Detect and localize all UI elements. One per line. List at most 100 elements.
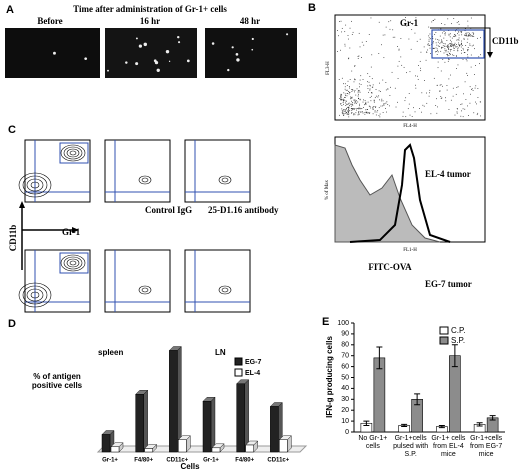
- contour: [63, 146, 83, 160]
- point: [379, 116, 381, 118]
- point: [460, 31, 462, 33]
- spot: [125, 61, 128, 64]
- contour: [63, 256, 83, 270]
- point: [341, 27, 343, 29]
- point: [403, 23, 405, 25]
- point: [359, 79, 361, 81]
- point: [450, 46, 452, 47]
- point: [455, 30, 456, 32]
- legend-swatch: [439, 326, 449, 335]
- point: [356, 88, 358, 90]
- bar: [211, 447, 221, 453]
- point: [402, 115, 404, 117]
- contour: [69, 260, 77, 266]
- point: [351, 34, 353, 35]
- point: [450, 50, 451, 52]
- point: [343, 83, 344, 85]
- point: [466, 41, 468, 43]
- point: [371, 86, 373, 88]
- point: [357, 95, 359, 97]
- point: [467, 49, 468, 51]
- point: [373, 106, 375, 107]
- point: [342, 102, 344, 103]
- point: [340, 49, 341, 51]
- point: [389, 28, 391, 30]
- y-tick-label: 20: [341, 407, 349, 414]
- point: [453, 18, 455, 19]
- point: [467, 56, 469, 58]
- point: [354, 101, 356, 103]
- point: [367, 73, 369, 75]
- contour: [66, 258, 80, 268]
- point: [358, 32, 360, 34]
- point: [362, 79, 364, 80]
- point: [421, 111, 422, 113]
- point: [419, 60, 421, 62]
- point: [460, 103, 462, 105]
- point: [480, 37, 481, 39]
- point: [471, 88, 473, 90]
- point: [406, 25, 408, 27]
- point: [398, 49, 400, 51]
- bar: [270, 406, 279, 453]
- point: [379, 82, 380, 84]
- arrowhead: [19, 201, 79, 233]
- point: [352, 108, 354, 110]
- point: [406, 72, 407, 74]
- legend-label: C.P.: [451, 326, 466, 335]
- point: [480, 101, 482, 103]
- point: [444, 34, 446, 36]
- point: [437, 41, 439, 43]
- point: [470, 93, 471, 95]
- point: [346, 85, 348, 86]
- point: [343, 103, 344, 105]
- point: [357, 114, 359, 116]
- point: [394, 87, 396, 89]
- point: [359, 46, 361, 48]
- point: [354, 78, 355, 80]
- point: [352, 102, 354, 103]
- x-tick-label: CD11c+: [166, 458, 188, 464]
- contour: [69, 150, 77, 156]
- point: [467, 25, 469, 27]
- point: [459, 44, 461, 46]
- bar: [449, 355, 461, 433]
- point: [429, 33, 431, 35]
- point: [455, 46, 457, 48]
- point: [361, 108, 363, 109]
- point: [434, 34, 436, 35]
- point: [357, 90, 359, 92]
- point: [475, 65, 476, 67]
- point: [362, 106, 364, 108]
- point: [340, 95, 342, 97]
- point: [450, 53, 451, 55]
- point: [351, 100, 352, 102]
- point: [444, 33, 446, 35]
- point: [436, 44, 438, 46]
- point: [389, 95, 391, 96]
- point: [446, 54, 448, 55]
- point: [346, 108, 347, 110]
- point: [441, 46, 443, 48]
- point: [473, 74, 475, 75]
- axis-title: Cells: [180, 462, 200, 471]
- point: [464, 52, 466, 53]
- legend-swatch: [234, 357, 243, 366]
- point: [348, 116, 350, 118]
- point: [345, 105, 347, 106]
- point: [360, 75, 362, 77]
- point: [445, 100, 447, 102]
- point: [450, 45, 452, 47]
- point: [341, 77, 343, 79]
- point: [392, 29, 394, 31]
- point: [405, 17, 406, 18]
- error-bar: [376, 346, 383, 370]
- error-bar: [489, 415, 496, 421]
- point: [453, 50, 455, 51]
- spot: [53, 51, 56, 55]
- point: [371, 54, 373, 56]
- point: [441, 47, 442, 49]
- point: [343, 92, 345, 94]
- point: [407, 108, 409, 110]
- contour: [22, 285, 48, 305]
